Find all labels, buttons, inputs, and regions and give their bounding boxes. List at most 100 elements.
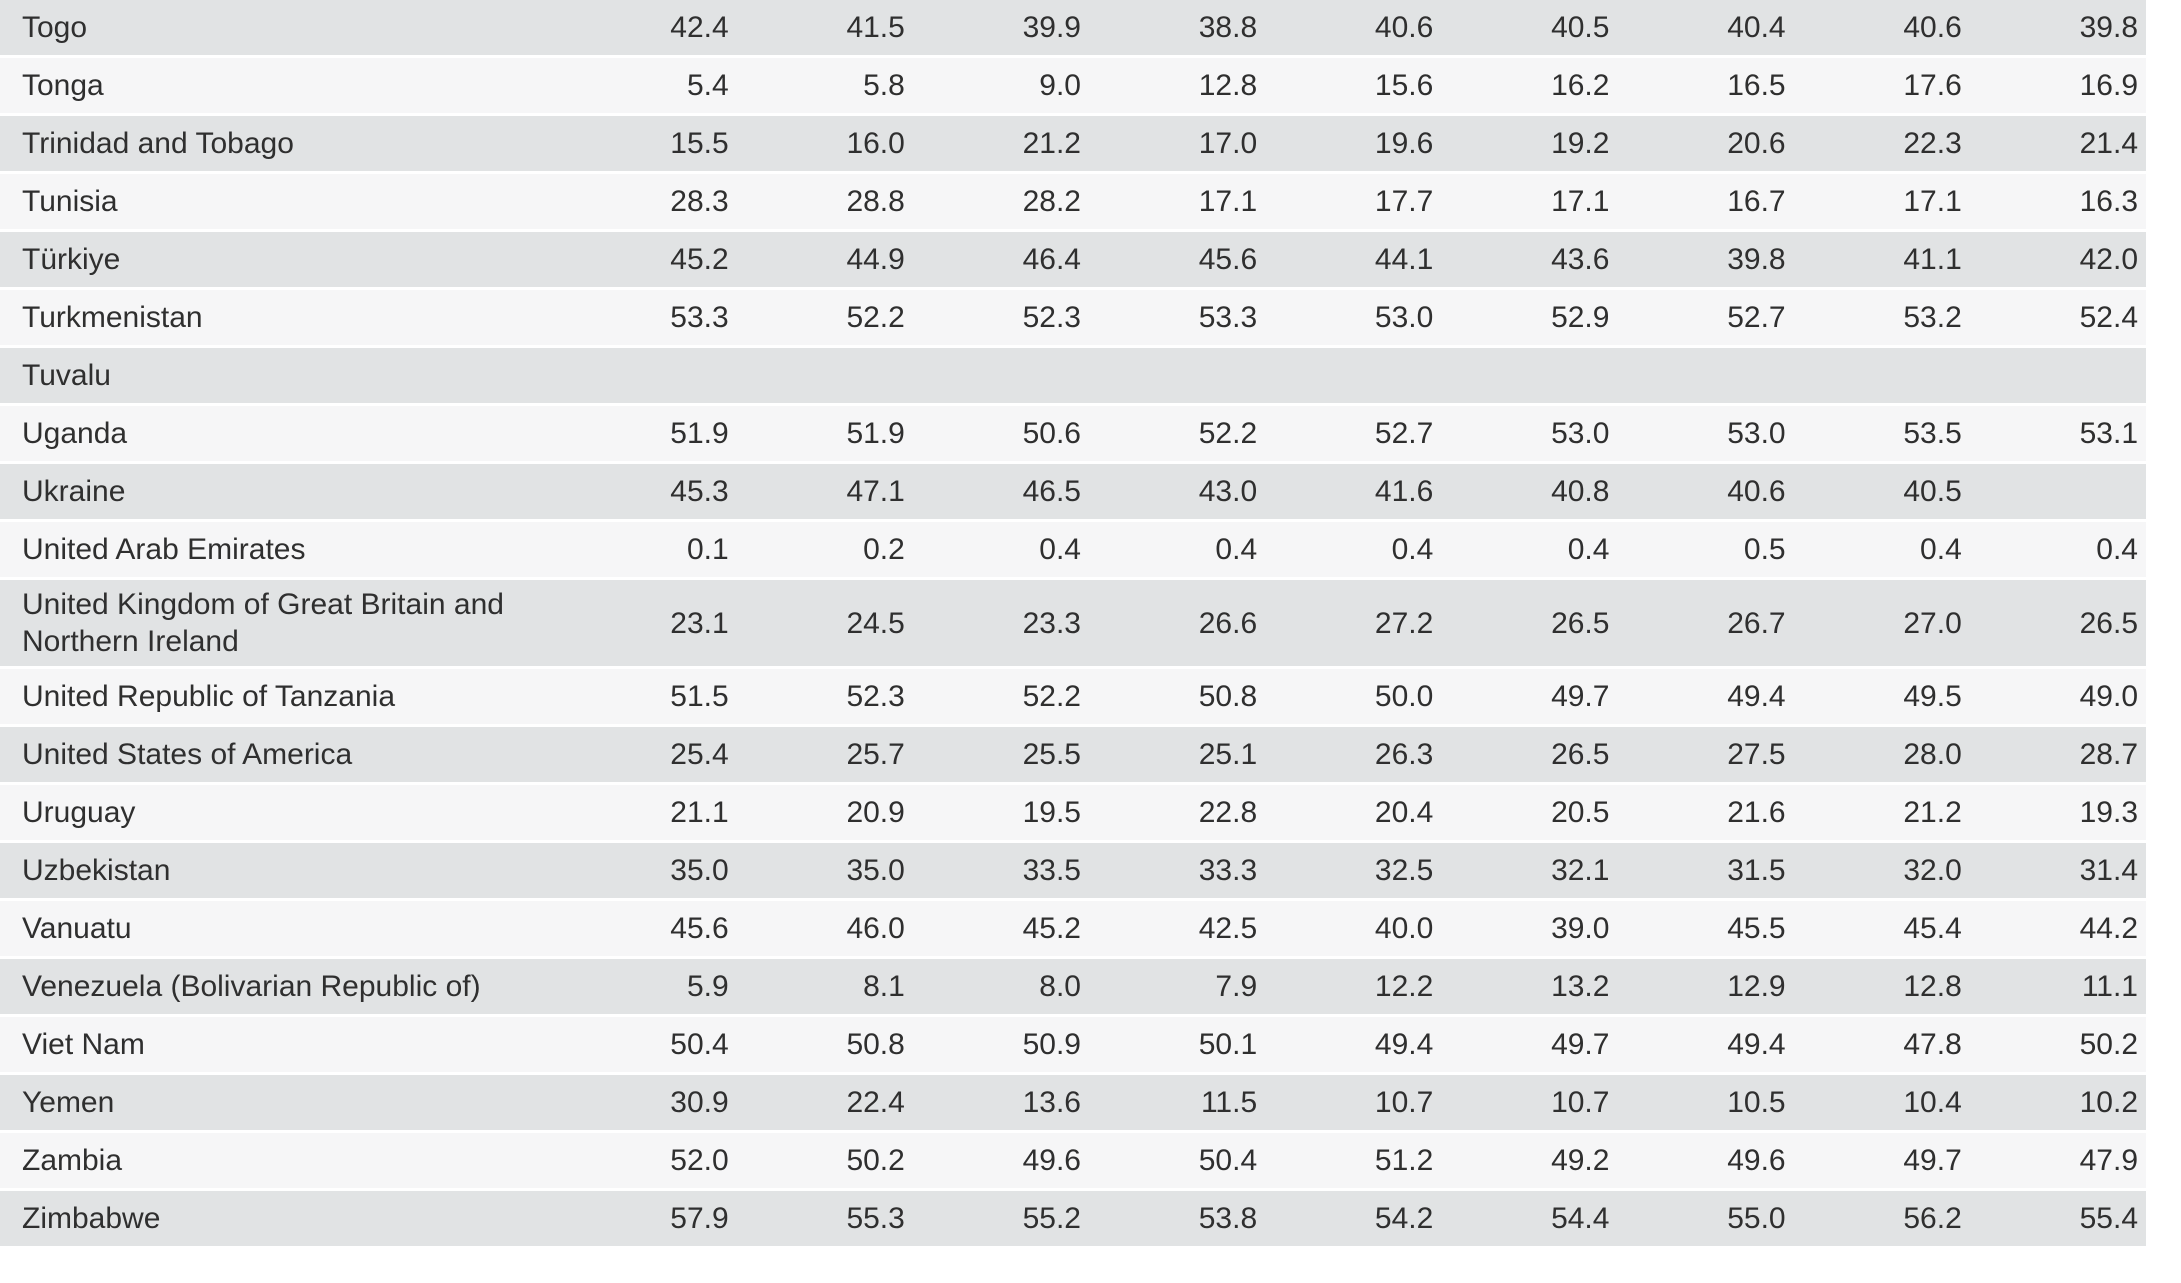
country-name-cell: United Republic of Tanzania (0, 667, 561, 727)
value-cell: 28.7 (1969, 725, 2146, 785)
value-cell: 0.1 (560, 520, 737, 580)
value-cell: 50.0 (1265, 667, 1442, 727)
country-name-cell: Togo (0, 0, 561, 58)
value-cell: 43.6 (1441, 230, 1618, 290)
value-cell: 28.3 (560, 172, 737, 232)
value-cell: 54.4 (1441, 1189, 1618, 1249)
value-cell: 49.4 (1617, 667, 1794, 727)
value-cell: 23.3 (912, 578, 1089, 669)
table-row: Togo 42.4 41.5 39.9 38.8 40.6 40.5 40.4 … (0, 0, 2146, 58)
value-cell: 53.5 (1793, 404, 1970, 464)
value-cell: 11.5 (1088, 1073, 1266, 1133)
value-cell: 53.0 (1617, 404, 1794, 464)
value-cell: 51.9 (560, 404, 737, 464)
value-cell: 46.4 (912, 230, 1089, 290)
value-cell: 13.6 (912, 1073, 1089, 1133)
value-cell: 45.6 (560, 899, 737, 959)
value-cell: 38.8 (1088, 0, 1266, 58)
value-cell: 8.1 (736, 957, 913, 1017)
value-cell: 50.1 (1088, 1015, 1266, 1075)
value-cell: 16.0 (736, 114, 913, 174)
value-cell: 46.0 (736, 899, 913, 959)
value-cell: 44.9 (736, 230, 913, 290)
value-cell: 42.5 (1088, 899, 1266, 959)
value-cell: 53.3 (560, 288, 737, 348)
value-cell: 17.1 (1793, 172, 1970, 232)
value-cell: 49.7 (1441, 1015, 1618, 1075)
value-cell: 42.0 (1969, 230, 2146, 290)
value-cell: 49.7 (1441, 667, 1618, 727)
value-cell: 0.2 (736, 520, 913, 580)
value-cell: 50.2 (736, 1131, 913, 1191)
country-name-cell: Uruguay (0, 783, 561, 843)
value-cell: 51.2 (1265, 1131, 1442, 1191)
country-name-cell: Uganda (0, 404, 561, 464)
value-cell: 25.1 (1088, 725, 1266, 785)
value-cell: 54.2 (1265, 1189, 1442, 1249)
value-cell (1969, 462, 2146, 522)
value-cell: 25.7 (736, 725, 913, 785)
value-cell: 10.7 (1265, 1073, 1442, 1133)
value-cell: 52.7 (1265, 404, 1442, 464)
value-cell: 21.6 (1617, 783, 1794, 843)
value-cell: 39.8 (1969, 0, 2146, 58)
value-cell: 55.3 (736, 1189, 913, 1249)
table-row: United Republic of Tanzania 51.5 52.3 52… (0, 667, 2146, 727)
value-cell: 55.2 (912, 1189, 1089, 1249)
value-cell: 28.2 (912, 172, 1089, 232)
value-cell: 27.2 (1265, 578, 1442, 669)
table-row: Turkmenistan 53.3 52.2 52.3 53.3 53.0 52… (0, 288, 2146, 348)
country-name-cell: Ukraine (0, 462, 561, 522)
value-cell (1617, 346, 1794, 406)
value-cell: 15.5 (560, 114, 737, 174)
value-cell: 50.6 (912, 404, 1089, 464)
value-cell: 15.6 (1265, 56, 1442, 116)
table-row: Vanuatu 45.6 46.0 45.2 42.5 40.0 39.0 45… (0, 899, 2146, 959)
value-cell: 50.2 (1969, 1015, 2146, 1075)
value-cell: 27.0 (1793, 578, 1970, 669)
table-row: Ukraine 45.3 47.1 46.5 43.0 41.6 40.8 40… (0, 462, 2146, 522)
value-cell: 20.5 (1441, 783, 1618, 843)
value-cell: 12.8 (1088, 56, 1266, 116)
value-cell: 22.3 (1793, 114, 1970, 174)
value-cell: 17.0 (1088, 114, 1266, 174)
table-row: United Arab Emirates 0.1 0.2 0.4 0.4 0.4… (0, 520, 2146, 580)
value-cell: 47.9 (1969, 1131, 2146, 1191)
value-cell: 44.2 (1969, 899, 2146, 959)
value-cell: 55.4 (1969, 1189, 2146, 1249)
value-cell: 12.2 (1265, 957, 1442, 1017)
value-cell: 26.3 (1265, 725, 1442, 785)
value-cell (560, 346, 737, 406)
value-cell: 45.5 (1617, 899, 1794, 959)
value-cell: 5.9 (560, 957, 737, 1017)
value-cell: 5.4 (560, 56, 737, 116)
value-cell: 0.4 (1969, 520, 2146, 580)
table-row: United Kingdom of Great Britain and Nort… (0, 578, 2146, 669)
value-cell: 26.6 (1088, 578, 1266, 669)
value-cell: 17.1 (1441, 172, 1618, 232)
value-cell: 46.5 (912, 462, 1089, 522)
table-row: Uganda 51.9 51.9 50.6 52.2 52.7 53.0 53.… (0, 404, 2146, 464)
value-cell: 43.0 (1088, 462, 1266, 522)
value-cell: 33.3 (1088, 841, 1266, 901)
value-cell (1793, 346, 1970, 406)
country-name-cell: Tunisia (0, 172, 561, 232)
country-name-cell: Viet Nam (0, 1015, 561, 1075)
value-cell: 52.9 (1441, 288, 1618, 348)
value-cell: 0.5 (1617, 520, 1794, 580)
value-cell: 53.1 (1969, 404, 2146, 464)
value-cell: 12.9 (1617, 957, 1794, 1017)
country-name-cell: Tuvalu (0, 346, 561, 406)
value-cell: 0.4 (1265, 520, 1442, 580)
value-cell: 40.6 (1793, 0, 1970, 58)
value-cell: 49.4 (1617, 1015, 1794, 1075)
value-cell: 56.2 (1793, 1189, 1970, 1249)
value-cell: 49.4 (1265, 1015, 1442, 1075)
value-cell: 40.0 (1265, 899, 1442, 959)
value-cell: 19.3 (1969, 783, 2146, 843)
value-cell: 17.1 (1088, 172, 1266, 232)
value-cell: 10.7 (1441, 1073, 1618, 1133)
value-cell: 55.0 (1617, 1189, 1794, 1249)
table-row: Uruguay 21.1 20.9 19.5 22.8 20.4 20.5 21… (0, 783, 2146, 843)
country-name-cell: Vanuatu (0, 899, 561, 959)
